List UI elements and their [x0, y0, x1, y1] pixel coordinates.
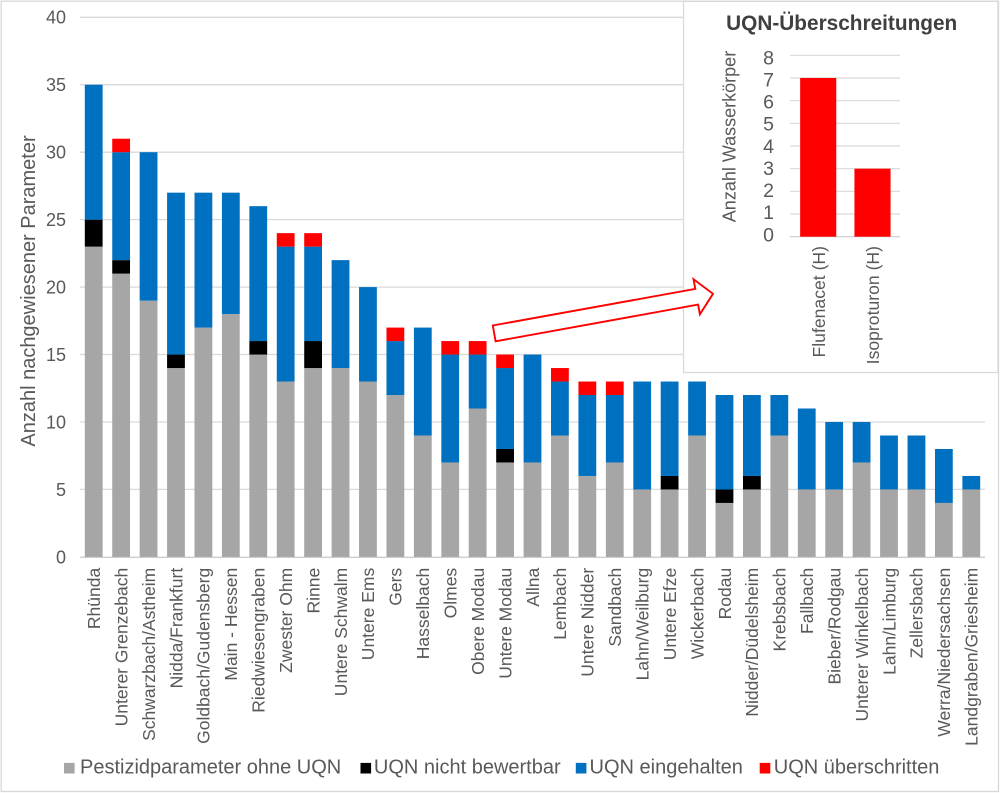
svg-text:0: 0 — [56, 547, 66, 567]
svg-text:Lahn/Limburg: Lahn/Limburg — [879, 568, 899, 675]
svg-text:Fallbach: Fallbach — [797, 568, 817, 634]
svg-text:Isoproturon (H): Isoproturon (H) — [863, 246, 883, 364]
svg-text:Schwarzbach/Astheim: Schwarzbach/Astheim — [139, 568, 159, 741]
svg-text:6: 6 — [763, 92, 774, 114]
svg-text:25: 25 — [46, 210, 66, 230]
svg-text:8: 8 — [763, 47, 774, 69]
svg-text:Lahn/Weilburg: Lahn/Weilburg — [633, 568, 653, 681]
svg-text:5: 5 — [56, 480, 66, 500]
svg-text:Olmes: Olmes — [441, 568, 461, 619]
svg-text:Untere Modau: Untere Modau — [495, 568, 515, 679]
svg-text:Rhünda: Rhünda — [84, 568, 104, 630]
svg-text:4: 4 — [763, 136, 774, 158]
svg-text:UQN nicht bewertbar: UQN nicht bewertbar — [374, 757, 561, 779]
svg-text:Unterer Grenzebach: Unterer Grenzebach — [111, 568, 131, 727]
svg-text:Wickerbach: Wickerbach — [687, 568, 707, 659]
svg-text:UQN überschritten: UQN überschritten — [774, 757, 940, 779]
svg-text:Anzahl Wasserkörper: Anzahl Wasserkörper — [719, 51, 739, 222]
svg-text:1: 1 — [763, 202, 774, 224]
svg-text:0: 0 — [763, 224, 774, 246]
svg-text:3: 3 — [763, 158, 774, 180]
svg-text:Untere Schwalm: Untere Schwalm — [331, 568, 351, 696]
svg-text:Main - Hessen: Main - Hessen — [221, 568, 241, 681]
svg-text:2: 2 — [763, 180, 774, 202]
svg-text:Gers: Gers — [386, 568, 406, 606]
svg-text:Allna: Allna — [523, 568, 543, 607]
svg-text:Nidda/Frankfurt: Nidda/Frankfurt — [166, 568, 186, 689]
svg-text:Bieber/Rodgau: Bieber/Rodgau — [824, 568, 844, 685]
svg-text:Werra/Niedersachsen: Werra/Niedersachsen — [934, 568, 954, 737]
svg-text:UQN-Überschreitungen: UQN-Überschreitungen — [726, 12, 957, 35]
svg-text:Rodau: Rodau — [715, 568, 735, 620]
svg-text:Sandbach: Sandbach — [605, 568, 625, 647]
svg-text:Pestizidparameter ohne UQN: Pestizidparameter ohne UQN — [80, 757, 341, 779]
svg-text:10: 10 — [46, 412, 66, 432]
svg-text:15: 15 — [46, 345, 66, 365]
svg-text:Nidder/Düdelsheim: Nidder/Düdelsheim — [742, 568, 762, 717]
svg-text:Lembach: Lembach — [550, 568, 570, 640]
svg-text:Goldbach/Gudensberg: Goldbach/Gudensberg — [194, 568, 214, 744]
svg-text:20: 20 — [46, 278, 66, 298]
svg-text:Untere Nidder: Untere Nidder — [578, 568, 598, 677]
svg-text:40: 40 — [46, 8, 66, 28]
svg-text:Anzahl nachgewiesener Paramete: Anzahl nachgewiesener Parameter — [18, 135, 40, 447]
svg-text:Flufenacet (H): Flufenacet (H) — [809, 246, 829, 357]
svg-text:5: 5 — [763, 114, 774, 136]
svg-text:30: 30 — [46, 143, 66, 163]
svg-text:Riedwiesengraben: Riedwiesengraben — [249, 568, 269, 713]
svg-text:7: 7 — [763, 69, 774, 91]
svg-text:Zellersbach: Zellersbach — [907, 568, 927, 658]
svg-text:Zwester Ohm: Zwester Ohm — [276, 568, 296, 673]
svg-text:Hasselbach: Hasselbach — [413, 568, 433, 659]
svg-text:Untere Ems: Untere Ems — [358, 568, 378, 661]
svg-text:Untere Efze: Untere Efze — [660, 568, 680, 660]
svg-text:35: 35 — [46, 75, 66, 95]
svg-text:Obere Modau: Obere Modau — [468, 568, 488, 675]
svg-text:Unterer Winkelbach: Unterer Winkelbach — [852, 568, 872, 722]
svg-text:UQN eingehalten: UQN eingehalten — [590, 757, 743, 779]
svg-text:Landgraben/Griesheim: Landgraben/Griesheim — [962, 568, 982, 746]
svg-text:Krebsbach: Krebsbach — [770, 568, 790, 652]
svg-text:Rinne: Rinne — [303, 568, 323, 614]
